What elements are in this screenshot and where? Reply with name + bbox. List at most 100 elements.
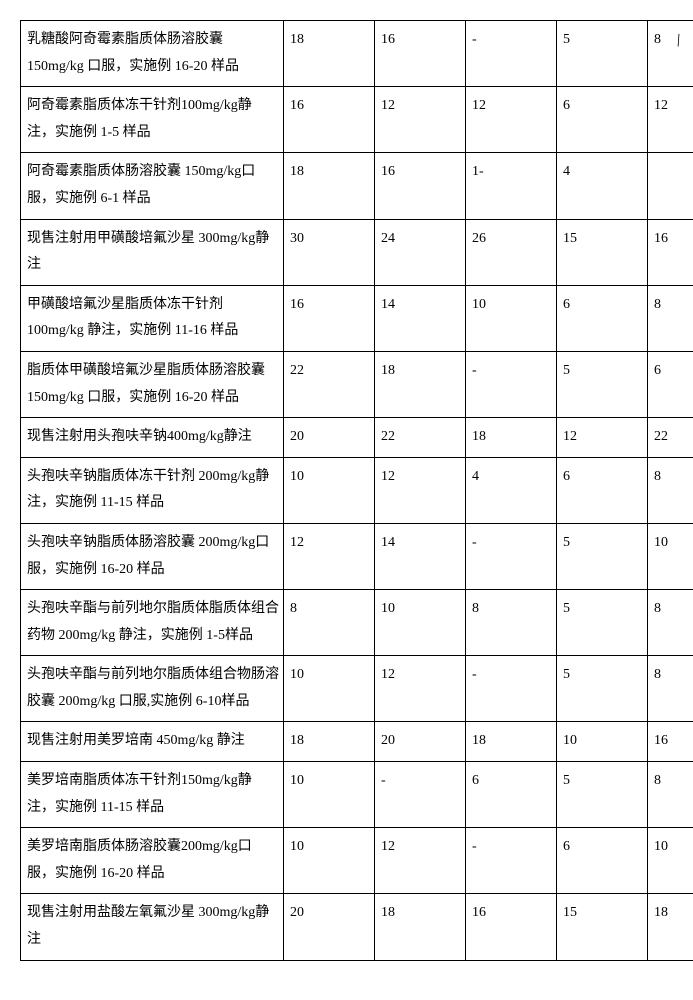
cell-value: 18 <box>284 21 375 87</box>
cell-description: 甲磺酸培氟沙星脂质体冻干针剂100mg/kg 静注，实施例 11-16 样品 <box>21 285 284 351</box>
cell-description: 现售注射用美罗培南 450mg/kg 静注 <box>21 722 284 762</box>
cell-value: - <box>466 351 557 417</box>
cell-description: 现售注射用盐酸左氧氟沙星 300mg/kg静注 <box>21 894 284 960</box>
cell-value: 5 <box>557 590 648 656</box>
cell-value: - <box>466 21 557 87</box>
cell-value: 22 <box>648 418 693 458</box>
cell-value: 8 <box>284 590 375 656</box>
cell-value: 10 <box>284 762 375 828</box>
cell-value: 30 <box>284 219 375 285</box>
cell-value: 10 <box>375 590 466 656</box>
cell-description: 阿奇霉素脂质体肠溶胶囊 150mg/kg口服，实施例 6-1 样品 <box>21 153 284 219</box>
cell-value: 6 <box>557 457 648 523</box>
table-row: 头孢呋辛钠脂质体冻干针剂 200mg/kg静注，实施例 11-15 样品1012… <box>21 457 693 523</box>
table-body: 乳糖酸阿奇霉素脂质体肠溶胶囊150mg/kg 口服，实施例 16-20 样品18… <box>21 21 693 961</box>
cell-value: - <box>375 762 466 828</box>
cell-value: 10 <box>648 523 693 589</box>
cell-description: 头孢呋辛钠脂质体肠溶胶囊 200mg/kg口服，实施例 16-20 样品 <box>21 523 284 589</box>
cell-value: 12 <box>284 523 375 589</box>
cell-value: 24 <box>375 219 466 285</box>
table-row: 美罗培南脂质体冻干针剂150mg/kg静注，实施例 11-15 样品10-658 <box>21 762 693 828</box>
cell-value: - <box>466 523 557 589</box>
cell-value: 16 <box>466 894 557 960</box>
table-row: 现售注射用盐酸左氧氟沙星 300mg/kg静注2018161518 <box>21 894 693 960</box>
cell-value: 1- <box>466 153 557 219</box>
cell-value: 20 <box>284 894 375 960</box>
table-row: 现售注射用头孢呋辛钠400mg/kg静注2022181222 <box>21 418 693 458</box>
cell-value: 22 <box>375 418 466 458</box>
cell-value: 16 <box>284 285 375 351</box>
table-row: 头孢呋辛酯与前列地尔脂质体脂质体组合药物 200mg/kg 静注，实施例 1-5… <box>21 590 693 656</box>
cell-value: 10 <box>648 828 693 894</box>
cell-value: 12 <box>466 87 557 153</box>
cell-value: 12 <box>375 828 466 894</box>
cell-value: 18 <box>466 722 557 762</box>
data-table: 乳糖酸阿奇霉素脂质体肠溶胶囊150mg/kg 口服，实施例 16-20 样品18… <box>20 20 693 961</box>
cell-value: 20 <box>284 418 375 458</box>
table-row: 美罗培南脂质体肠溶胶囊200mg/kg口服，实施例 16-20 样品1012-6… <box>21 828 693 894</box>
cell-value: 26 <box>466 219 557 285</box>
cell-description: 头孢呋辛钠脂质体冻干针剂 200mg/kg静注，实施例 11-15 样品 <box>21 457 284 523</box>
cell-value: 12 <box>375 656 466 722</box>
cell-description: 阿奇霉素脂质体冻干针剂100mg/kg静注，实施例 1-5 样品 <box>21 87 284 153</box>
cell-value: 8 <box>648 656 693 722</box>
cell-value: 10 <box>284 457 375 523</box>
cell-description: 脂质体甲磺酸培氟沙星脂质体肠溶胶囊 150mg/kg 口服，实施例 16-20 … <box>21 351 284 417</box>
cell-value <box>648 153 693 219</box>
table-row: 阿奇霉素脂质体冻干针剂100mg/kg静注，实施例 1-5 样品16121261… <box>21 87 693 153</box>
cell-value: 10 <box>284 656 375 722</box>
cell-value: 15 <box>557 219 648 285</box>
cell-description: 头孢呋辛酯与前列地尔脂质体组合物肠溶胶囊 200mg/kg 口服,实施例 6-1… <box>21 656 284 722</box>
cell-value: 16 <box>375 153 466 219</box>
table-row: 脂质体甲磺酸培氟沙星脂质体肠溶胶囊 150mg/kg 口服，实施例 16-20 … <box>21 351 693 417</box>
cell-value: 8 <box>648 285 693 351</box>
cell-value: 14 <box>375 523 466 589</box>
cell-value: 22 <box>284 351 375 417</box>
table-row: 现售注射用甲磺酸培氟沙星 300mg/kg静注3024261516 <box>21 219 693 285</box>
cell-value: 5 <box>557 21 648 87</box>
cell-description: 现售注射用头孢呋辛钠400mg/kg静注 <box>21 418 284 458</box>
cell-value: 18 <box>648 894 693 960</box>
cell-value: 18 <box>375 351 466 417</box>
cell-value: 8 <box>648 21 693 87</box>
table-row: 乳糖酸阿奇霉素脂质体肠溶胶囊150mg/kg 口服，实施例 16-20 样品18… <box>21 21 693 87</box>
cell-description: 美罗培南脂质体肠溶胶囊200mg/kg口服，实施例 16-20 样品 <box>21 828 284 894</box>
cell-value: 18 <box>375 894 466 960</box>
cell-value: 16 <box>648 219 693 285</box>
cell-value: 10 <box>557 722 648 762</box>
table-row: 头孢呋辛酯与前列地尔脂质体组合物肠溶胶囊 200mg/kg 口服,实施例 6-1… <box>21 656 693 722</box>
table-row: 现售注射用美罗培南 450mg/kg 静注1820181016 <box>21 722 693 762</box>
cell-value: 5 <box>557 523 648 589</box>
cell-value: 12 <box>557 418 648 458</box>
cell-value: 15 <box>557 894 648 960</box>
cell-value: 4 <box>557 153 648 219</box>
cell-value: - <box>466 828 557 894</box>
cell-value: 6 <box>648 351 693 417</box>
cell-value: 4 <box>466 457 557 523</box>
cell-value: 18 <box>466 418 557 458</box>
cell-value: 6 <box>466 762 557 828</box>
cell-description: 美罗培南脂质体冻干针剂150mg/kg静注，实施例 11-15 样品 <box>21 762 284 828</box>
table-row: 甲磺酸培氟沙星脂质体冻干针剂100mg/kg 静注，实施例 11-16 样品16… <box>21 285 693 351</box>
cell-value: 6 <box>557 285 648 351</box>
cell-value: 16 <box>375 21 466 87</box>
cell-value: 12 <box>375 457 466 523</box>
cell-description: 乳糖酸阿奇霉素脂质体肠溶胶囊150mg/kg 口服，实施例 16-20 样品 <box>21 21 284 87</box>
cell-value: - <box>466 656 557 722</box>
cell-value: 16 <box>648 722 693 762</box>
cell-value: 16 <box>284 87 375 153</box>
cell-value: 12 <box>648 87 693 153</box>
cell-value: 14 <box>375 285 466 351</box>
cell-value: 10 <box>466 285 557 351</box>
cell-value: 6 <box>557 828 648 894</box>
cell-value: 12 <box>375 87 466 153</box>
table-row: 头孢呋辛钠脂质体肠溶胶囊 200mg/kg口服，实施例 16-20 样品1214… <box>21 523 693 589</box>
cell-description: 现售注射用甲磺酸培氟沙星 300mg/kg静注 <box>21 219 284 285</box>
cell-value: 5 <box>557 351 648 417</box>
cell-value: 5 <box>557 762 648 828</box>
cell-value: 18 <box>284 722 375 762</box>
cell-value: 6 <box>557 87 648 153</box>
cell-value: 10 <box>284 828 375 894</box>
cell-description: 头孢呋辛酯与前列地尔脂质体脂质体组合药物 200mg/kg 静注，实施例 1-5… <box>21 590 284 656</box>
cell-value: 8 <box>648 762 693 828</box>
